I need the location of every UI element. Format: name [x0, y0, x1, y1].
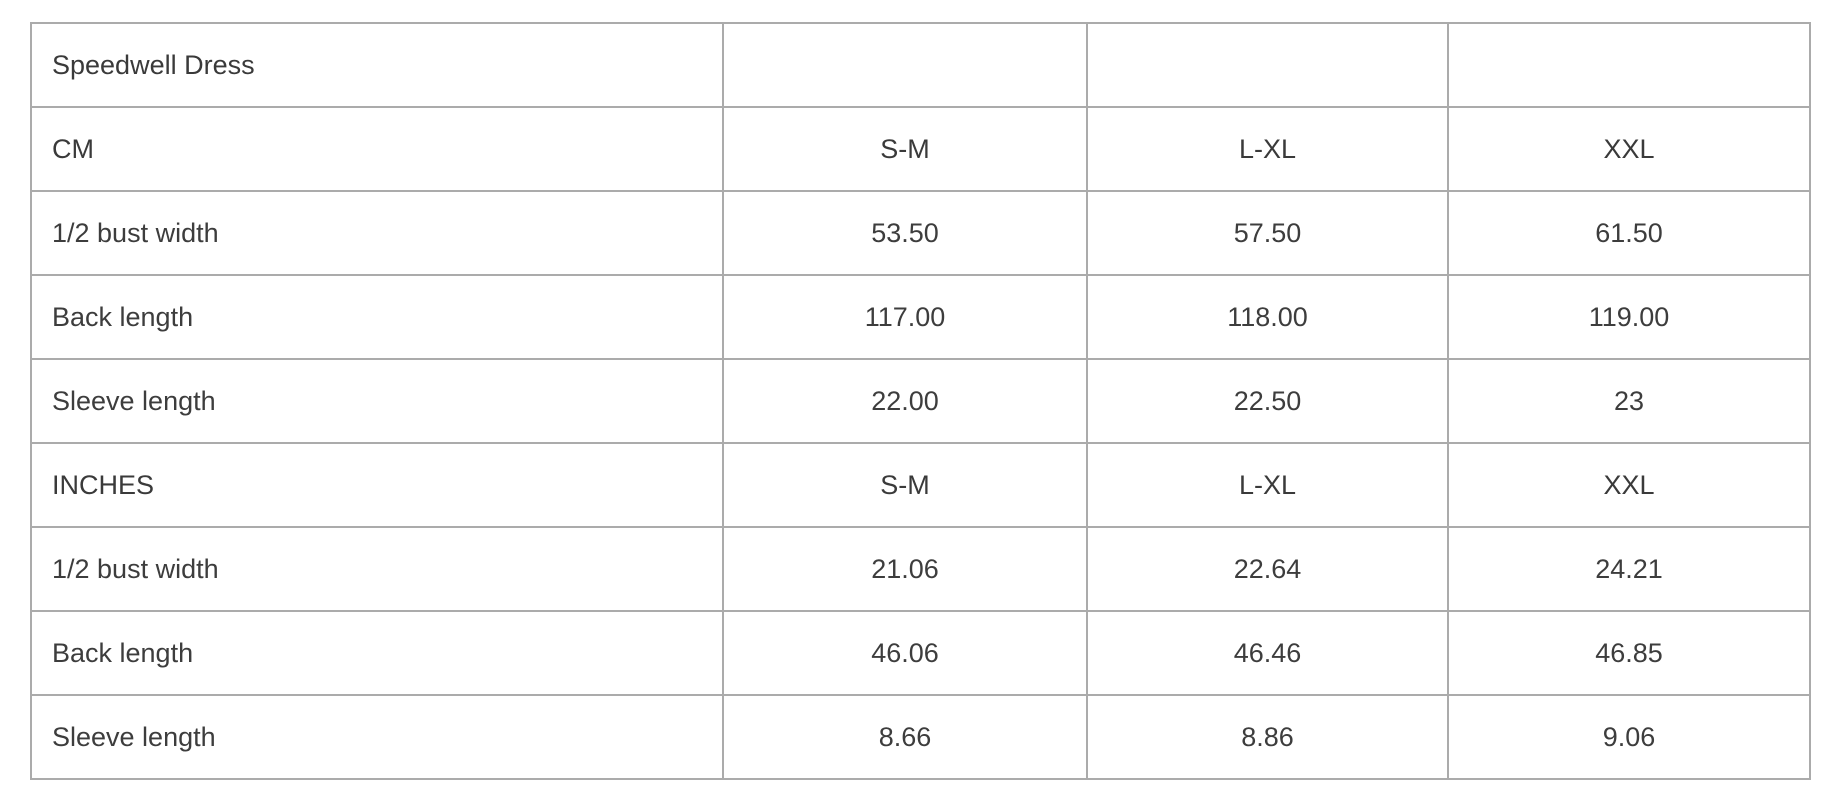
- measurement-label: Sleeve length: [30, 358, 724, 444]
- table-row: 1/2 bust width 53.50 57.50 61.50: [30, 190, 1811, 276]
- measurement-value: 21.06: [722, 526, 1088, 612]
- size-header-lxl: L-XL: [1086, 442, 1449, 528]
- empty-cell: [1086, 22, 1449, 108]
- empty-cell: [1447, 22, 1811, 108]
- measurement-value: 46.85: [1447, 610, 1811, 696]
- measurement-label: Back length: [30, 274, 724, 360]
- measurement-value: 118.00: [1086, 274, 1449, 360]
- measurement-value: 53.50: [722, 190, 1088, 276]
- size-header-xxl: XXL: [1447, 442, 1811, 528]
- measurement-value: 46.06: [722, 610, 1088, 696]
- size-header-xxl: XXL: [1447, 106, 1811, 192]
- measurement-value: 22.00: [722, 358, 1088, 444]
- measurement-value: 23: [1447, 358, 1811, 444]
- table-row: CM S-M L-XL XXL: [30, 106, 1811, 192]
- table-row: Back length 117.00 118.00 119.00: [30, 274, 1811, 360]
- measurement-value: 22.50: [1086, 358, 1449, 444]
- measurement-value: 22.64: [1086, 526, 1449, 612]
- measurement-value: 8.66: [722, 694, 1088, 780]
- unit-header-inches: INCHES: [30, 442, 724, 528]
- measurement-label: Sleeve length: [30, 694, 724, 780]
- table-row: Back length 46.06 46.46 46.85: [30, 610, 1811, 696]
- table-row: Sleeve length 8.66 8.86 9.06: [30, 694, 1811, 780]
- measurement-label: 1/2 bust width: [30, 190, 724, 276]
- empty-cell: [722, 22, 1088, 108]
- size-chart-table: Speedwell Dress CM S-M L-XL XXL 1/2 bust…: [30, 22, 1811, 780]
- table-row: Sleeve length 22.00 22.50 23: [30, 358, 1811, 444]
- table-row: 1/2 bust width 21.06 22.64 24.21: [30, 526, 1811, 612]
- size-header-lxl: L-XL: [1086, 106, 1449, 192]
- measurement-value: 57.50: [1086, 190, 1449, 276]
- measurement-value: 24.21: [1447, 526, 1811, 612]
- measurement-value: 46.46: [1086, 610, 1449, 696]
- table-row: INCHES S-M L-XL XXL: [30, 442, 1811, 528]
- measurement-label: 1/2 bust width: [30, 526, 724, 612]
- measurement-value: 8.86: [1086, 694, 1449, 780]
- measurement-label: Back length: [30, 610, 724, 696]
- table-title: Speedwell Dress: [30, 22, 724, 108]
- size-header-sm: S-M: [722, 106, 1088, 192]
- measurement-value: 61.50: [1447, 190, 1811, 276]
- measurement-value: 119.00: [1447, 274, 1811, 360]
- measurement-value: 117.00: [722, 274, 1088, 360]
- size-header-sm: S-M: [722, 442, 1088, 528]
- table-row: Speedwell Dress: [30, 22, 1811, 108]
- measurement-value: 9.06: [1447, 694, 1811, 780]
- unit-header-cm: CM: [30, 106, 724, 192]
